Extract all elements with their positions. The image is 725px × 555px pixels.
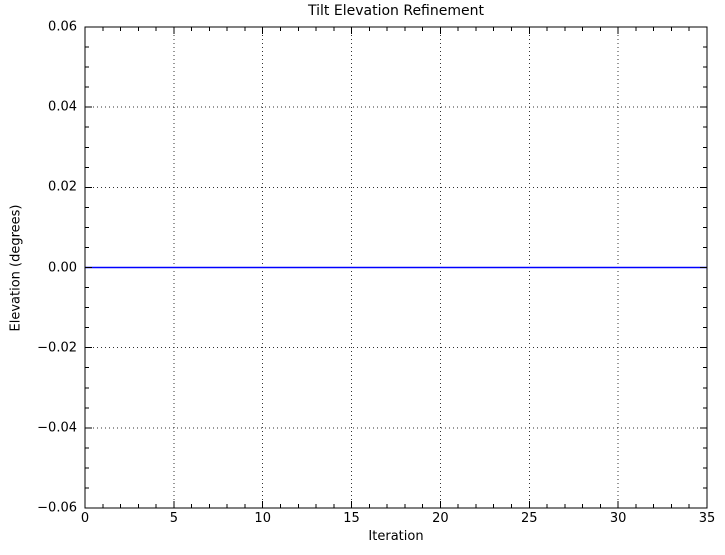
chart-title: Tilt Elevation Refinement <box>308 3 484 19</box>
y-axis-label: Elevation (degrees) <box>8 204 24 332</box>
x-tick-label: 20 <box>432 511 449 526</box>
x-tick-label: 15 <box>343 511 360 526</box>
y-tick-label: −0.04 <box>37 420 77 436</box>
x-tick-label: 25 <box>521 511 538 526</box>
x-tick-label: 10 <box>254 511 271 526</box>
x-tick-label: 35 <box>698 511 716 526</box>
y-tick-label: 0.06 <box>48 19 77 35</box>
x-axis-label: Iteration <box>368 529 424 544</box>
y-tick-label: 0.02 <box>48 179 77 195</box>
x-tick-label: 5 <box>169 511 178 526</box>
y-tick-label: 0.04 <box>48 99 77 115</box>
x-tick-label: 0 <box>80 511 90 526</box>
x-tick-label: 30 <box>609 511 627 526</box>
y-tick-label: −0.02 <box>37 340 77 356</box>
y-tick-label: 0.00 <box>48 260 77 275</box>
y-tick-label: −0.06 <box>37 500 77 516</box>
